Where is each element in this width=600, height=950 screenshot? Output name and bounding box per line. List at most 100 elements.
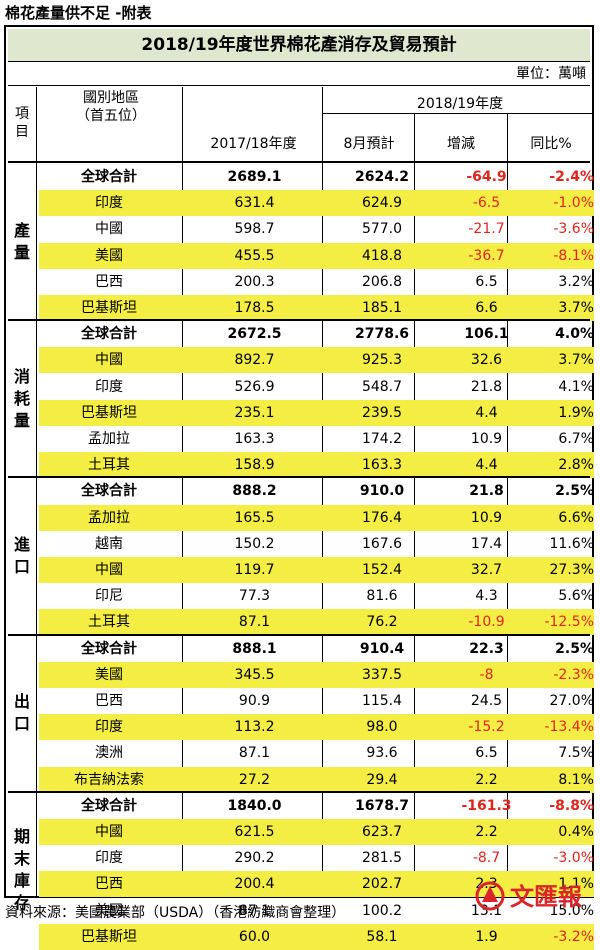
table-row: 中國 892.7 925.3 32.6 3.7%: [39, 347, 594, 374]
value-2017-18-cell: 598.7: [234, 221, 275, 238]
change-cell: -21.7: [468, 221, 505, 238]
region-cell: 美國: [95, 902, 123, 919]
value-2017-18-cell: 2672.5: [227, 326, 282, 343]
region-cell: 巴西: [95, 273, 123, 290]
table-row: 印度 113.2 98.0 -15.2 -13.4%: [39, 714, 594, 741]
value-2017-18-cell: 888.1: [232, 640, 277, 657]
yoy-cell: 4.0%: [555, 326, 594, 343]
group-divider: [8, 476, 590, 479]
article-header-label: 棉花產量供不足 -附表: [5, 4, 152, 22]
value-2017-18-cell: 1840.0: [227, 797, 282, 814]
value-2017-18-cell: 290.2: [234, 850, 275, 867]
value-aug-forecast-cell: 202.7: [361, 876, 403, 893]
table-row: 中國 119.7 152.4 32.7 27.3%: [39, 557, 594, 583]
region-cell: 中國: [95, 221, 123, 238]
region-cell: 印度: [95, 719, 123, 736]
table-row: 孟加拉 163.3 174.2 10.9 6.7%: [39, 426, 594, 452]
value-aug-forecast-cell: 152.4: [361, 562, 403, 578]
value-aug-forecast-cell: 115.4: [361, 693, 403, 709]
region-cell: 全球合計: [81, 797, 137, 814]
region-cell: 土耳其: [88, 614, 130, 631]
region-cell: 中國: [95, 562, 123, 578]
value-2017-18-cell: 163.3: [234, 431, 275, 447]
yoy-cell: -8.1%: [553, 247, 594, 264]
yoy-cell: 5.6%: [558, 588, 594, 605]
change-cell: 32.7: [470, 562, 503, 578]
table-row: 土耳其 158.9 163.3 4.4 2.8%: [39, 452, 594, 479]
value-aug-forecast-cell: 1678.7: [354, 797, 410, 814]
total-row: 全球合計 888.1 910.4 22.3 2.5%: [39, 636, 594, 662]
yoy-cell: 7.5%: [558, 745, 594, 762]
change-cell: -64.9: [466, 169, 507, 185]
value-2017-18-cell: 158.9: [234, 457, 275, 474]
logo-ring: [475, 881, 505, 911]
region-cell: 全球合計: [81, 326, 137, 343]
change-cell: 2.2: [475, 824, 498, 840]
value-aug-forecast-cell: 623.7: [361, 824, 403, 840]
value-2017-18-cell: 165.5: [234, 509, 275, 526]
yoy-cell: 1.9%: [558, 404, 594, 421]
yoy-cell: 6.7%: [558, 431, 594, 447]
publisher-logo-mark: 文匯報: [475, 881, 583, 911]
region-cell: 全球合計: [81, 483, 137, 500]
column-header-yoy: 同比%: [530, 136, 572, 152]
yoy-cell: 1.1%: [558, 876, 594, 893]
table-row: 澳洲 87.1 93.6 6.5 7.5%: [39, 740, 594, 766]
value-2017-18-cell: 90.9: [238, 693, 271, 709]
value-2017-18-cell: 150.2: [234, 535, 275, 552]
value-2017-18-cell: 200.4: [234, 876, 275, 893]
change-cell: 1.9: [475, 928, 498, 945]
group-label: 出口: [14, 692, 31, 734]
change-cell: 21.8: [469, 483, 504, 500]
change-cell: 22.3: [469, 640, 504, 657]
change-cell: 6.6: [475, 300, 498, 316]
change-cell: 10.9: [470, 431, 503, 447]
yoy-cell: -2.4%: [549, 169, 594, 185]
value-aug-forecast-cell: 76.2: [366, 614, 398, 631]
value-aug-forecast-cell: 100.2: [361, 902, 403, 919]
value-2017-18-cell: 113.2: [234, 719, 275, 736]
value-aug-forecast-cell: 910.0: [359, 483, 405, 500]
region-cell: 美國: [95, 666, 123, 683]
grid-line: [36, 87, 37, 898]
yoy-cell: 8.1%: [558, 771, 594, 788]
yoy-cell: 2.8%: [558, 457, 594, 474]
value-2017-18-cell: 60.0: [238, 928, 271, 945]
yoy-cell: 0.4%: [558, 824, 594, 840]
value-aug-forecast-cell: 2778.6: [354, 326, 410, 343]
yoy-cell: -2.3%: [553, 666, 594, 683]
yoy-cell: -12.5%: [544, 614, 594, 631]
value-aug-forecast-cell: 206.8: [361, 273, 403, 290]
total-row: 全球合計 2672.5 2778.6 106.1 4.0%: [39, 321, 594, 347]
change-cell: 32.6: [470, 352, 503, 369]
yoy-cell: 11.6%: [549, 535, 594, 552]
value-aug-forecast-cell: 624.9: [361, 195, 403, 212]
change-cell: -8.7: [472, 850, 501, 867]
region-cell: 越南: [95, 535, 123, 552]
group-divider: [8, 633, 590, 636]
change-cell: -10.9: [468, 614, 505, 631]
value-2017-18-cell: 621.5: [234, 824, 275, 840]
value-aug-forecast-cell: 163.3: [361, 457, 403, 474]
value-aug-forecast-cell: 167.6: [361, 535, 403, 552]
region-cell: 土耳其: [88, 457, 130, 474]
value-aug-forecast-cell: 93.6: [366, 745, 398, 762]
change-cell: -6.5: [472, 195, 501, 212]
table-title: 2018/19年度世界棉花產消存及貿易預計: [8, 29, 590, 62]
region-cell: 孟加拉: [88, 431, 130, 447]
yoy-cell: -3.6%: [553, 221, 594, 238]
value-2017-18-cell: 87.1: [238, 745, 271, 762]
region-cell: 孟加拉: [88, 509, 130, 526]
column-header-region-line2: （首五位）: [76, 108, 146, 124]
value-2017-18-cell: 631.4: [234, 195, 275, 212]
grid-line: [182, 87, 183, 898]
column-header-2018-19: 2018/19年度: [416, 96, 504, 112]
column-header-2017-18: 2017/18年度: [210, 136, 297, 152]
change-cell: 13.1: [470, 902, 503, 919]
change-cell: 4.4: [475, 404, 498, 421]
column-header-region-line1: 國別地區: [83, 90, 139, 106]
value-2017-18-cell: 87.1: [238, 614, 271, 631]
change-cell: -161.3: [461, 797, 512, 814]
value-aug-forecast-cell: 174.2: [361, 431, 403, 447]
region-cell: 巴西: [95, 876, 123, 893]
